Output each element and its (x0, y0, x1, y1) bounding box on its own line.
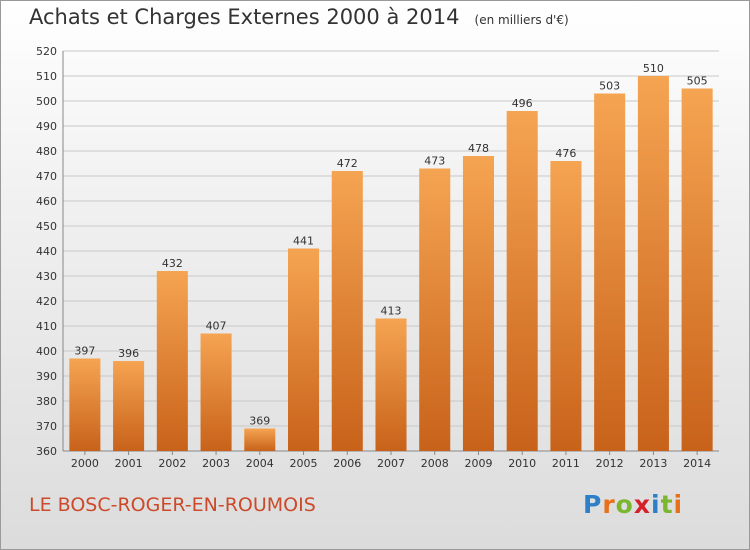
bar-value-label: 397 (74, 345, 95, 358)
bar-value-label: 496 (512, 97, 533, 110)
y-tick-label: 410 (36, 320, 57, 333)
x-tick-label: 2010 (508, 457, 536, 470)
y-tick-label: 370 (36, 420, 57, 433)
bar (200, 333, 232, 451)
logo-letter: x (633, 490, 651, 519)
x-tick-label: 2003 (202, 457, 230, 470)
chart-unit: (en milliers d'€) (474, 13, 569, 27)
bar (69, 358, 101, 451)
bar-value-label: 432 (162, 257, 183, 270)
bar-value-label: 473 (424, 155, 445, 168)
bar (156, 271, 188, 451)
x-tick-label: 2001 (115, 457, 143, 470)
y-tick-label: 440 (36, 245, 57, 258)
y-tick-label: 500 (36, 95, 57, 108)
bar-value-label: 396 (118, 347, 139, 360)
logo-letter: t (660, 490, 674, 519)
chart-title: Achats et Charges Externes 2000 à 2014 (29, 5, 460, 29)
x-tick-label: 2002 (158, 457, 186, 470)
bar-value-label: 413 (381, 305, 402, 318)
x-tick-label: 2005 (290, 457, 318, 470)
bar-value-label: 510 (643, 62, 664, 75)
y-tick-label: 480 (36, 145, 57, 158)
x-tick-label: 2004 (246, 457, 274, 470)
bar (594, 93, 626, 451)
y-tick-label: 430 (36, 270, 57, 283)
y-tick-label: 360 (36, 445, 57, 458)
bar-value-label: 503 (599, 80, 620, 93)
bar-value-label: 476 (555, 147, 576, 160)
bar-value-label: 478 (468, 142, 489, 155)
logo-letter: r (602, 490, 616, 519)
y-tick-label: 490 (36, 120, 57, 133)
bar (288, 248, 320, 451)
logo-letter: o (615, 490, 634, 519)
x-tick-label: 2007 (377, 457, 405, 470)
y-tick-label: 380 (36, 395, 57, 408)
bar (681, 88, 713, 451)
chart-title-block: Achats et Charges Externes 2000 à 2014 (… (29, 5, 569, 29)
y-tick-label: 470 (36, 170, 57, 183)
x-tick-label: 2000 (71, 457, 99, 470)
bar (637, 76, 669, 451)
logo-letter: i (651, 490, 661, 519)
logo-letter: P (583, 490, 603, 519)
y-tick-label: 510 (36, 70, 57, 83)
x-tick-label: 2008 (421, 457, 449, 470)
bar (550, 161, 582, 451)
bar-value-label: 369 (249, 415, 270, 428)
bar-value-label: 472 (337, 157, 358, 170)
bar-value-label: 407 (206, 320, 227, 333)
y-tick-label: 460 (36, 195, 57, 208)
y-tick-label: 390 (36, 370, 57, 383)
bar (462, 156, 494, 451)
bar (506, 111, 538, 451)
commune-name: LE BOSC-ROGER-EN-ROUMOIS (29, 494, 316, 516)
x-tick-label: 2009 (464, 457, 492, 470)
bar (244, 428, 276, 451)
bar (419, 168, 451, 451)
y-tick-label: 450 (36, 220, 57, 233)
bar (331, 171, 363, 451)
bar-value-label: 505 (687, 75, 708, 88)
y-tick-label: 520 (36, 45, 57, 58)
x-tick-label: 2012 (596, 457, 624, 470)
x-tick-label: 2014 (683, 457, 711, 470)
bar (375, 318, 407, 451)
proxiti-logo[interactable]: Proxiti (583, 490, 683, 519)
bar-value-label: 441 (293, 235, 314, 248)
x-tick-label: 2011 (552, 457, 580, 470)
x-tick-label: 2006 (333, 457, 361, 470)
x-tick-label: 2013 (639, 457, 667, 470)
y-tick-label: 420 (36, 295, 57, 308)
bar (113, 361, 145, 451)
y-tick-label: 400 (36, 345, 57, 358)
logo-letter: i (673, 490, 684, 519)
